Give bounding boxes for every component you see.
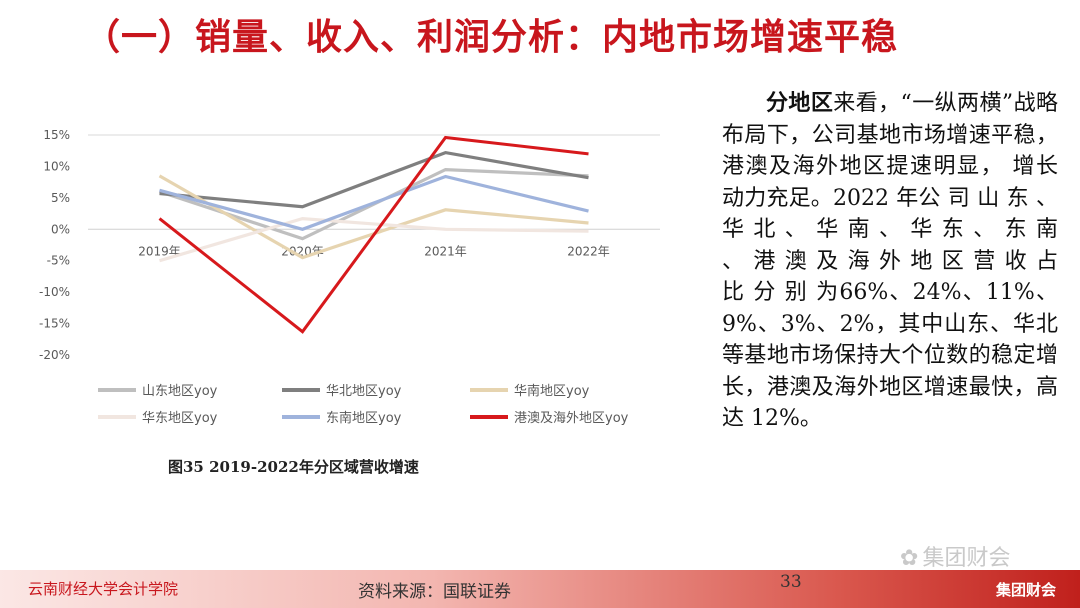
y-tick-label: 0% <box>51 222 70 236</box>
x-tick-label: 2021年 <box>424 244 467 258</box>
footer-brand: 集团财会 <box>996 581 1057 599</box>
y-tick-label: -10% <box>39 285 70 299</box>
analysis-lead: 分地区 <box>766 90 834 116</box>
legend-label: 东南地区yoy <box>326 410 402 426</box>
series-line <box>159 174 589 231</box>
x-tick-label: 2019年 <box>138 244 181 258</box>
y-tick-label: 5% <box>51 191 70 205</box>
legend-label: 华北地区yoy <box>326 384 402 399</box>
series-line <box>158 135 589 334</box>
watermark-text: 集团财会 <box>922 546 1011 571</box>
footer-bar: 云南财经大学会计学院 资料来源：国联证券 33 集团财会 <box>0 570 1080 608</box>
legend-label: 山东地区yoy <box>142 384 218 399</box>
y-tick-label: -15% <box>39 317 70 331</box>
x-tick-label: 2022年 <box>567 244 610 258</box>
analysis-text: 分地区来看，“一纵两横”战略布局下，公司基地市场增速平稳，港澳及海外地区提速明显… <box>722 88 1058 435</box>
y-tick-label: -20% <box>39 348 70 362</box>
footer-school: 云南财经大学会计学院 <box>28 580 179 598</box>
legend-label: 华南地区yoy <box>514 383 590 399</box>
y-tick-label: 15% <box>43 128 70 142</box>
analysis-body: 来看，“一纵两横”战略布局下，公司基地市场增速平稳，港澳及海外地区提速明显， 增… <box>722 91 1058 431</box>
chart-svg: 15%10%5%0%-5%-10%-15%-20%2019年 2020年 2021年… <box>39 128 660 426</box>
wechat-icon: ✿ <box>900 546 919 571</box>
revenue-growth-chart: 15% 10% 5% 0% -5% -10% -15% -20% 2019年 2020年 2021年… <box>30 115 680 445</box>
legend-label: 港澳及海外地区yoy <box>514 410 629 426</box>
series-line <box>158 174 589 260</box>
series-line <box>159 216 589 263</box>
y-tick-label: -5% <box>47 254 70 268</box>
chart-caption: 图35 2019-2022年分区域营收增速 <box>168 458 419 476</box>
series-line <box>159 150 589 209</box>
page-number: 33 <box>780 572 802 592</box>
slide-title: （一）销量、收入、利润分析：内地市场增速平稳 <box>84 17 899 58</box>
watermark: ✿ 集团财会 <box>900 540 1010 572</box>
footer-source: 资料来源：国联证券 <box>358 582 511 602</box>
legend-label: 华东地区yoy <box>142 411 218 426</box>
y-tick-label: 10% <box>43 159 70 173</box>
